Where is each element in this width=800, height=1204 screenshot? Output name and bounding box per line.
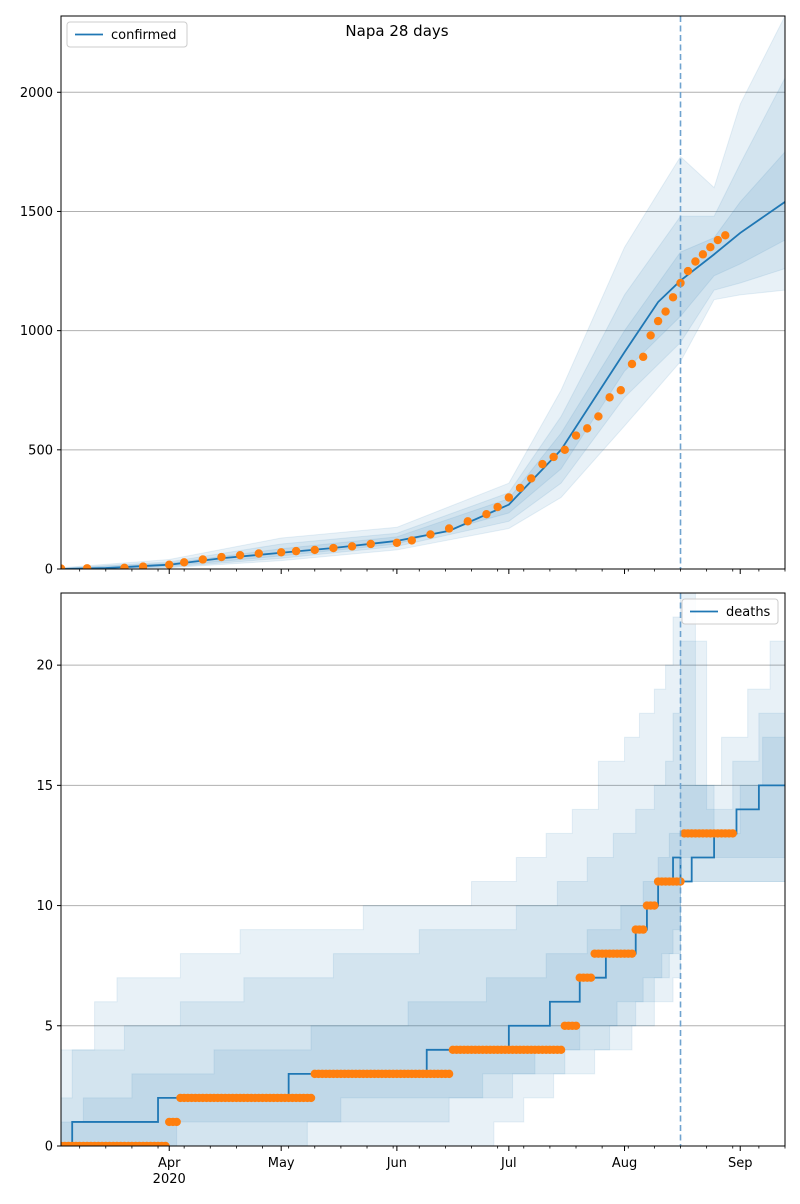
observed-point [366, 539, 375, 549]
x-tick-label: Jul [500, 1156, 517, 1171]
x-tick-sublabel: 2020 [153, 1172, 186, 1187]
observed-point [138, 562, 148, 569]
observed-point [463, 517, 472, 526]
axes-frame [60, 15, 786, 570]
interval-band-outer [61, 593, 785, 1146]
observed-point [571, 431, 581, 440]
y-tick-label: 1500 [20, 205, 53, 220]
x-tick-label: Jun [386, 1156, 407, 1171]
observed-point [668, 293, 678, 302]
observed-point [482, 509, 491, 519]
observed-point [698, 250, 708, 259]
observed-point [586, 973, 596, 982]
y-tick-label: 15 [36, 779, 53, 794]
observed-point [683, 266, 693, 276]
y-tick-label: 5 [45, 1019, 53, 1034]
interval-band-middle [61, 640, 785, 1146]
observed-point [217, 552, 226, 562]
interval-band-middle [61, 77, 785, 569]
y-tick-label: 1000 [20, 324, 53, 339]
observed-point [515, 483, 525, 493]
observed-point [583, 424, 592, 433]
x-tick-label: Apr [158, 1156, 181, 1171]
observed-point [527, 474, 536, 483]
y-tick-label: 10 [36, 899, 53, 914]
observed-point [254, 549, 263, 558]
observed-point [172, 1117, 181, 1127]
observed-point [61, 564, 66, 569]
plot-area [61, 593, 785, 1146]
observed-point [407, 536, 416, 545]
observed-point [627, 359, 637, 369]
legend-box [681, 598, 779, 625]
observed-point [627, 949, 637, 958]
observed-point [661, 307, 670, 316]
observed-point [329, 543, 338, 553]
observed-point [392, 538, 402, 547]
observed-point [721, 231, 730, 240]
observed-point [549, 452, 558, 462]
observed-point [161, 1141, 170, 1146]
observed-point [560, 445, 570, 455]
observed-point [646, 331, 655, 340]
observed-point [444, 524, 454, 533]
legend-label: deaths [726, 605, 771, 620]
model-line-confirmed [61, 201, 785, 569]
axes-frame [60, 592, 786, 1147]
legend-box [66, 21, 188, 48]
y-tick-label: 0 [45, 1140, 53, 1155]
x-tick-label: Aug [612, 1156, 637, 1171]
x-tick-label: Sep [728, 1156, 753, 1171]
observed-point [706, 243, 715, 252]
interval-band-inner [61, 151, 785, 569]
observed-point [538, 459, 547, 469]
interval-band-outer [61, 16, 785, 569]
observed-point [653, 316, 663, 326]
observed-point [426, 530, 435, 539]
observed-point [165, 560, 174, 569]
observed-point [594, 412, 603, 421]
observed-point [691, 257, 700, 266]
figure-title: Napa 28 days [345, 22, 448, 40]
observed-point [713, 235, 723, 245]
observed-point [347, 542, 357, 551]
observed-points [61, 829, 737, 1146]
y-tick-label: 20 [36, 659, 53, 674]
observed-point [638, 352, 648, 362]
legend: deaths [681, 598, 779, 625]
y-tick-label: 0 [45, 563, 53, 578]
y-tick-label: 2000 [20, 86, 53, 101]
observed-point [556, 1045, 566, 1055]
observed-point [82, 564, 92, 569]
observed-point [306, 1093, 316, 1103]
observed-point [310, 545, 319, 555]
observed-point [571, 1021, 581, 1030]
observed-point [616, 386, 625, 395]
legend-label: confirmed [111, 28, 177, 43]
observed-point [235, 550, 245, 560]
observed-point [444, 1069, 454, 1079]
observed-point [291, 546, 301, 556]
observed-points [61, 231, 730, 569]
confirmed-panel: 0 500 1000 1500 2000 confirmed [20, 15, 786, 578]
observed-point [179, 558, 189, 567]
observed-point [120, 563, 129, 569]
y-tick-label: 500 [28, 443, 53, 458]
observed-point [605, 393, 614, 402]
plot-area [61, 16, 785, 569]
observed-point [638, 925, 648, 934]
observed-point [650, 901, 659, 910]
x-tick-label: May [268, 1156, 295, 1171]
observed-point [493, 502, 502, 512]
observed-point [276, 548, 286, 557]
observed-point [728, 829, 737, 838]
legend: confirmed [66, 21, 188, 48]
model-line-deaths [61, 784, 785, 1146]
observed-point [198, 555, 208, 564]
observed-point [504, 493, 514, 502]
